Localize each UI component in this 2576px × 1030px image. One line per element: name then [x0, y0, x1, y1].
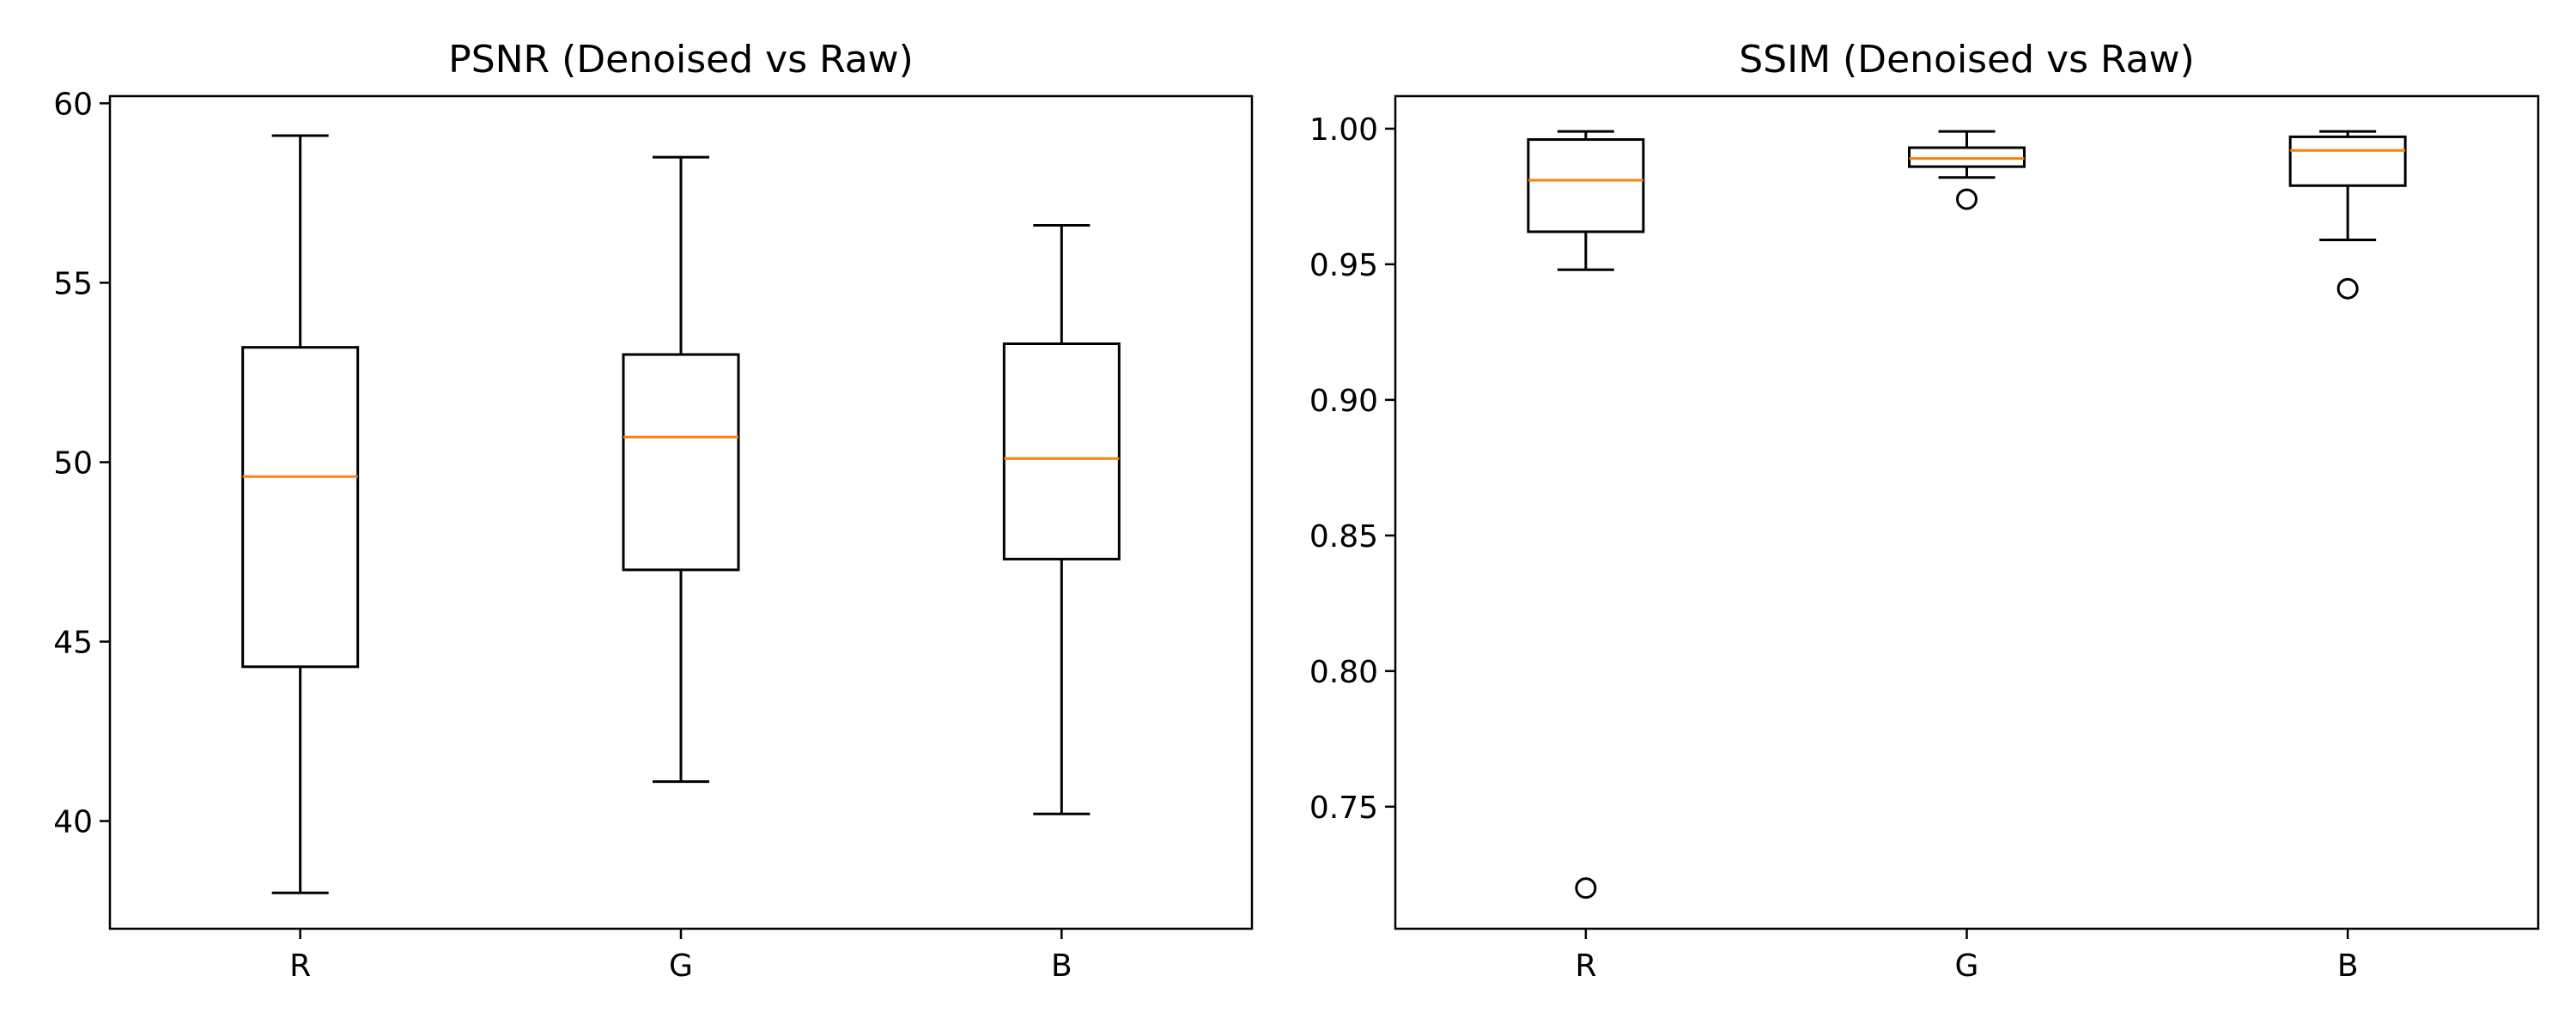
ssim-ytick-label: 0.90	[1309, 384, 1378, 419]
psnr-title: PSNR (Denoised vs Raw)	[448, 38, 914, 82]
ssim-axis: 0.75 0.80 0.85 0.90 0.95 1.00 R G B	[1309, 112, 2359, 984]
psnr-boxes	[241, 134, 1121, 894]
iqr-box	[1002, 342, 1121, 560]
ssim-ytick-label: 0.80	[1309, 655, 1378, 690]
iqr-box	[2288, 135, 2407, 187]
psnr-box-r	[241, 134, 360, 894]
ssim-panel: SSIM (Denoised vs Raw) 0.750.800.850.900…	[1309, 38, 2540, 984]
ssim-ytick-label: 1.00	[1309, 112, 1378, 148]
ssim-box-r	[1527, 130, 1645, 900]
psnr-xtick-label: G	[669, 948, 693, 984]
psnr-box-b	[1002, 224, 1121, 815]
ssim-xtick-label: B	[2337, 948, 2359, 984]
ssim-box-g	[1908, 130, 2026, 210]
ssim-title: SSIM (Denoised vs Raw)	[1739, 38, 2195, 82]
iqr-box	[622, 353, 740, 572]
iqr-box	[1527, 138, 1645, 233]
ssim-ytick-label: 0.85	[1309, 519, 1378, 554]
ssim-plot-frame	[1394, 94, 2540, 930]
ssim-boxes	[1527, 130, 2407, 900]
psnr-xtick-label: R	[289, 948, 311, 984]
psnr-ytick-label: 55	[53, 266, 93, 301]
iqr-box	[1908, 146, 2026, 168]
psnr-axis: 40 45 50 55 60 R G B	[53, 87, 1072, 984]
psnr-ytick-label: 40	[53, 805, 93, 840]
outlier-point	[2336, 277, 2359, 300]
outlier-point	[1956, 188, 1978, 210]
psnr-ytick-label: 45	[53, 626, 93, 661]
ssim-xtick-label: G	[1955, 948, 1979, 984]
iqr-box	[241, 346, 360, 669]
psnr-panel: PSNR (Denoised vs Raw) 40 45 50 55 60 R G B	[53, 38, 1254, 984]
psnr-box-g	[622, 155, 740, 784]
ssim-ytick-label: 0.75	[1309, 791, 1378, 826]
ssim-ytick-label: 0.95	[1309, 248, 1378, 283]
psnr-ytick-label: 50	[53, 445, 93, 481]
psnr-ytick-label: 60	[53, 87, 93, 122]
outlier-point	[1575, 877, 1597, 900]
ssim-xtick-label: R	[1575, 948, 1596, 984]
psnr-xtick-label: B	[1051, 948, 1072, 984]
ssim-box-b	[2288, 130, 2407, 300]
